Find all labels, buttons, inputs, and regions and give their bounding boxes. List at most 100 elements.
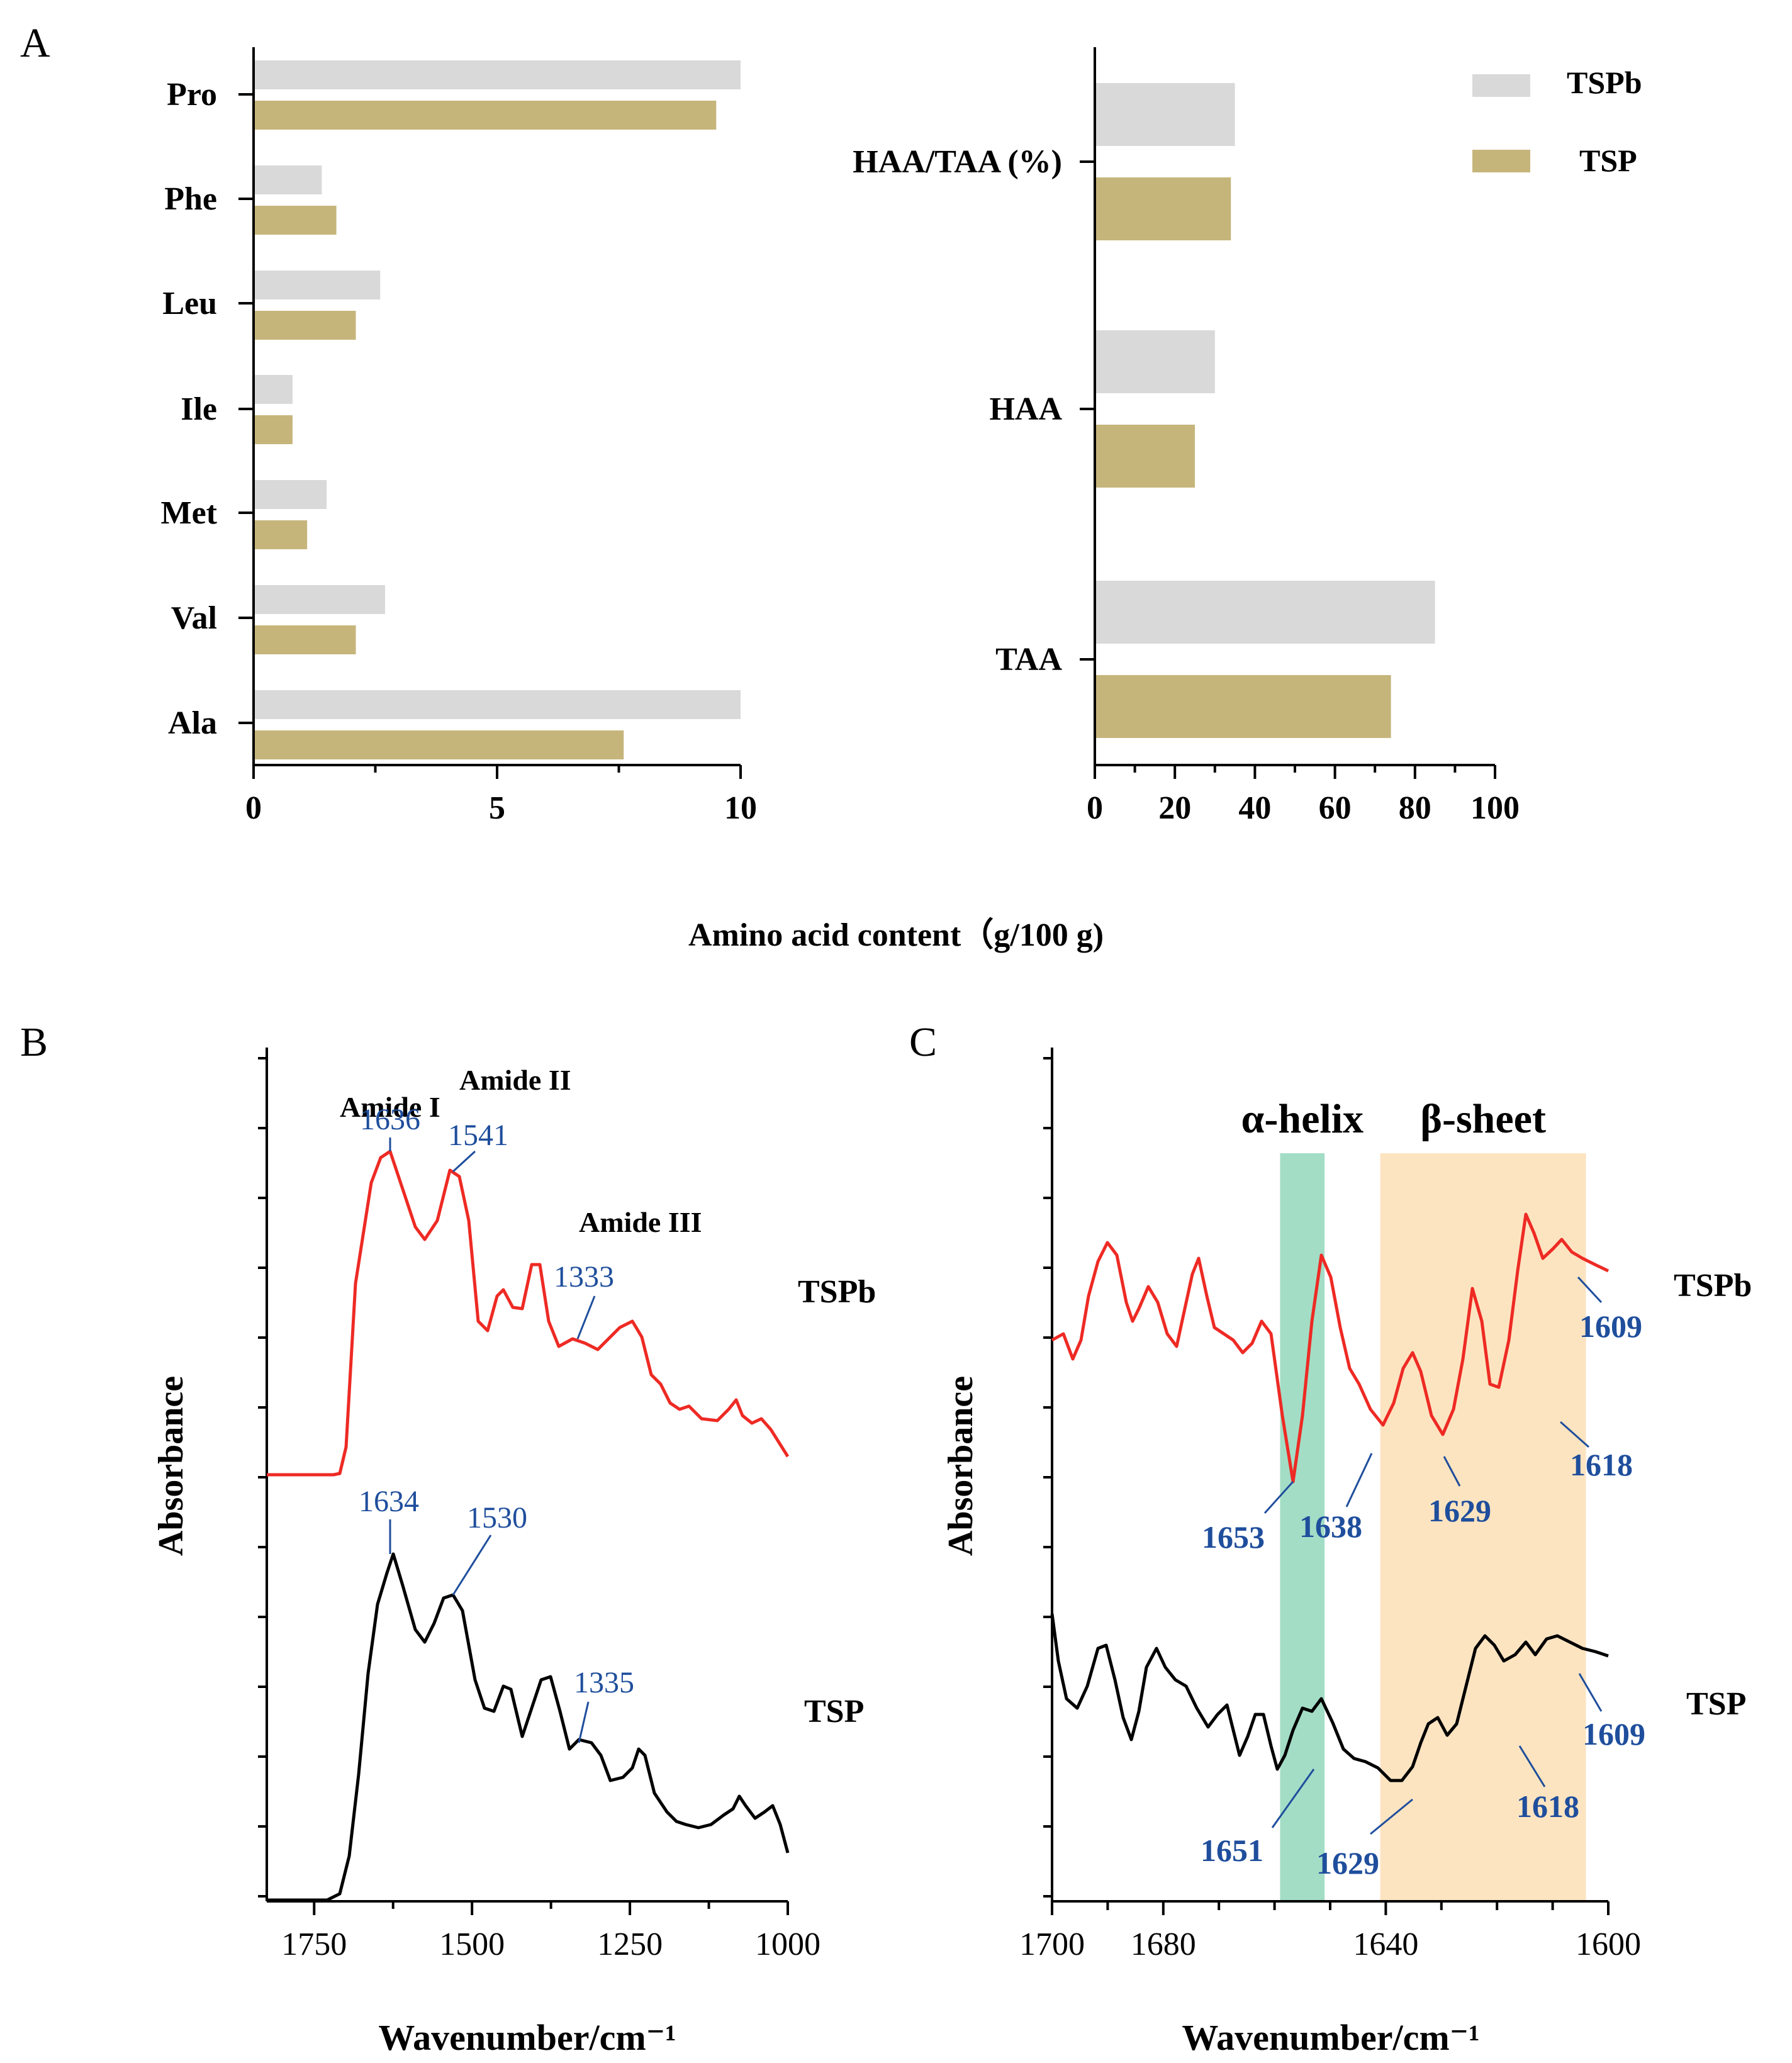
peak-leader-b — [578, 1701, 590, 1743]
bar-tspb-ala — [254, 690, 741, 719]
x-tick-label: 1500 — [439, 1926, 505, 1962]
x-tick-label: 1250 — [597, 1926, 663, 1962]
peak-label-c: 1609 — [1579, 1309, 1642, 1344]
y-tick-label: Pro — [167, 77, 217, 113]
x-tick-label: 5 — [489, 790, 505, 826]
x-tick-label: 1640 — [1353, 1926, 1418, 1962]
chart-b: 1750 1500 1250 1000 Wavenumber/cm⁻¹ Absorbanc… — [152, 1048, 876, 2058]
peak-label-b: 1335 — [574, 1666, 634, 1699]
bar-tspb-leu — [254, 271, 381, 299]
bar-tsp-phe — [254, 206, 337, 235]
y-tick-label: TAA — [995, 642, 1062, 678]
peak-leader-b — [452, 1150, 476, 1173]
peak-leader-c — [1345, 1453, 1373, 1507]
chart-a-left: Pro Phe Leu Ile Met Val Ala 0 5 10 — [161, 47, 757, 826]
bar-tsp-val — [254, 625, 356, 654]
peak-label-c: 1618 — [1516, 1789, 1579, 1824]
bar-tspb-haataa — [1095, 83, 1235, 146]
y-tick-label: Met — [161, 495, 218, 531]
series-label-tsp: TSP — [804, 1694, 864, 1730]
peak-leader-c — [1443, 1456, 1461, 1487]
peak-label-b: 1530 — [467, 1501, 527, 1535]
x-tick-label: 1700 — [1019, 1926, 1085, 1962]
bar-tsp-pro — [254, 101, 717, 130]
annotation-amide-iii: Amide III — [579, 1206, 702, 1238]
panel-a-letter: A — [20, 20, 50, 66]
x-axis-label-b: Wavenumber/cm⁻¹ — [378, 2017, 676, 2058]
bar-tspb-val — [254, 585, 385, 614]
x-tick-label: 0 — [1087, 790, 1103, 826]
bar-tspb-taa — [1095, 581, 1435, 644]
bar-tspb-phe — [254, 165, 322, 194]
peak-label-c: 1629 — [1316, 1845, 1379, 1881]
x-axis-label-a: Amino acid content（g/100 g) — [688, 917, 1104, 953]
bar-tspb-met — [254, 480, 327, 509]
legend-swatch-tspb — [1472, 74, 1530, 97]
panel-b-letter: B — [20, 1019, 48, 1065]
peak-leader-c — [1578, 1673, 1603, 1712]
region-label-beta-sheet: β-sheet — [1420, 1096, 1546, 1142]
legend-label-tspb: TSPb — [1567, 65, 1642, 100]
legend-label-tsp: TSP — [1579, 143, 1637, 178]
x-tick-label: 60 — [1319, 790, 1352, 826]
x-tick-label: 10 — [724, 790, 757, 826]
legend-swatch-tsp — [1472, 150, 1530, 172]
y-tick-label: Val — [171, 600, 217, 636]
x-tick-label: 100 — [1470, 790, 1520, 826]
bar-tsp-ala — [254, 730, 624, 759]
x-tick-label: 80 — [1399, 790, 1431, 826]
x-tick-label: 1750 — [281, 1926, 347, 1962]
series-label-tsp: TSP — [1686, 1686, 1746, 1722]
region-beta-sheet — [1380, 1153, 1586, 1901]
bar-tspb-pro — [254, 60, 741, 89]
peak-label-b: 1634 — [359, 1485, 419, 1518]
y-tick-label: HAA — [989, 391, 1062, 427]
bar-tsp-taa — [1095, 675, 1391, 738]
series-line-tspb — [267, 1149, 790, 1477]
bar-tsp-haa — [1095, 425, 1195, 488]
peak-label-b: 1333 — [554, 1260, 614, 1294]
x-tick-label: 1680 — [1131, 1926, 1196, 1962]
series-label-tspb: TSPb — [1674, 1268, 1752, 1304]
bar-tspb-haa — [1095, 330, 1215, 393]
peak-label-c: 1618 — [1570, 1447, 1633, 1482]
peak-label-c: 1653 — [1202, 1519, 1265, 1555]
annotation-amide-ii: Amide II — [459, 1064, 571, 1096]
peak-label-c: 1629 — [1428, 1493, 1491, 1528]
x-tick-label: 0 — [245, 790, 262, 826]
panel-c-letter: C — [909, 1019, 937, 1065]
series-line-tsp — [1050, 1613, 1609, 1782]
peak-leader-c — [1370, 1798, 1413, 1835]
peak-leader-c — [1271, 1769, 1315, 1828]
x-tick-label: 1000 — [755, 1926, 820, 1962]
chart-a-right: HAA/TAA (%) HAA TAA 0 20 40 60 80 100 — [853, 47, 1520, 826]
peak-leader-c — [1518, 1745, 1546, 1787]
y-axis-label-c: Absorbance — [941, 1376, 980, 1556]
peak-label-b: 1636 — [360, 1103, 420, 1136]
y-tick-label: HAA/TAA (%) — [853, 144, 1062, 180]
x-axis-label-c: Wavenumber/cm⁻¹ — [1182, 2017, 1479, 2058]
peak-leader-c — [1577, 1276, 1603, 1304]
bar-tsp-haataa — [1095, 177, 1231, 240]
y-axis-label-b: Absorbance — [152, 1376, 191, 1556]
y-tick-label: Leu — [162, 286, 217, 321]
peak-leader-b — [452, 1535, 492, 1596]
y-tick-label: Phe — [164, 181, 217, 217]
y-tick-label: Ile — [181, 391, 217, 427]
bar-tsp-leu — [254, 311, 356, 340]
y-tick-label: Ala — [168, 705, 217, 741]
series-line-tspb — [1051, 1212, 1610, 1484]
peak-leader-b — [576, 1295, 596, 1339]
x-tick-label: 40 — [1238, 790, 1271, 826]
peak-label-c: 1651 — [1201, 1833, 1263, 1868]
annotation-amide-i: Amide I — [340, 1091, 440, 1123]
x-tick-label: 1600 — [1576, 1926, 1641, 1962]
x-tick-label: 20 — [1158, 790, 1191, 826]
bar-tsp-met — [254, 520, 308, 549]
peak-label-c: 1609 — [1582, 1716, 1645, 1752]
bar-tspb-ile — [254, 375, 293, 404]
peak-label-c: 1638 — [1299, 1509, 1362, 1544]
peak-leader-c — [1560, 1421, 1589, 1448]
chart-c: α-helix β-sheet 1700 1680 1640 1600 Wavenumber… — [941, 1048, 1752, 2058]
